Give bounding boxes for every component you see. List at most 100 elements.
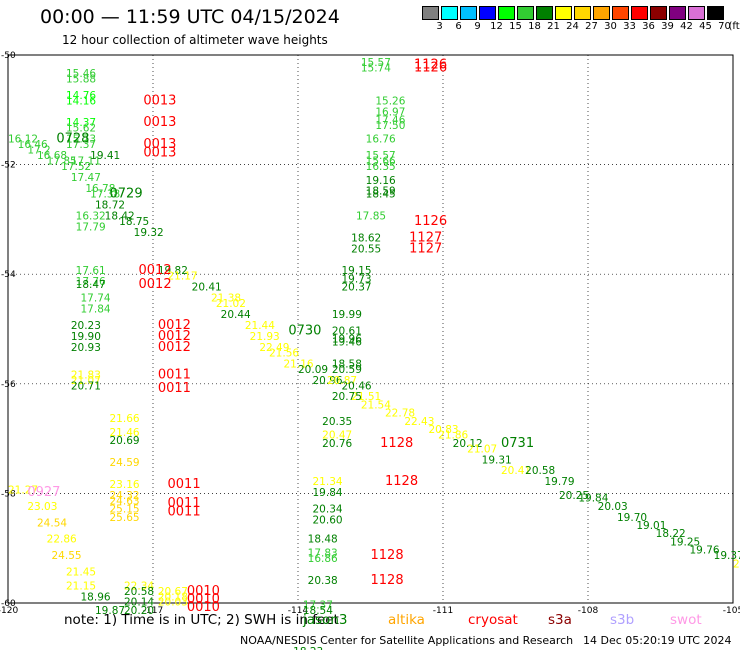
wave-height-label: 19.01 [636, 520, 666, 532]
pass-time-label: 1126 [414, 214, 447, 229]
legend-label: 27 [585, 21, 598, 32]
wave-height-label: 17.50 [375, 120, 405, 132]
wave-height-label: 20.34 [313, 504, 343, 516]
legend-label: 24 [566, 21, 579, 32]
wave-height-label: 19.76 [690, 545, 720, 557]
pass-time-label: 0011 [158, 381, 191, 396]
legend-label: 42 [680, 21, 693, 32]
wave-height-label: 20.37 [342, 282, 372, 294]
wave-height-label: 22.43 [404, 416, 434, 428]
wave-height-label: 19.90 [71, 331, 101, 343]
pass-time-label: 0730 [288, 323, 321, 338]
wave-height-label: 22.86 [47, 534, 77, 546]
wave-height-label: 19.70 [617, 512, 647, 524]
pass-time-label: 0011 [168, 504, 201, 519]
wave-height-label: 15.66 [366, 156, 396, 168]
y-tick-label: -58 [1, 489, 16, 499]
y-tick-label: -54 [1, 270, 16, 280]
wave-height-label: 24.59 [110, 457, 140, 469]
wave-height-label: 20.38 [308, 575, 338, 587]
map-subtitle: 12 hour collection of altimeter wave hei… [62, 33, 328, 47]
legend-label: 33 [623, 21, 636, 32]
pass-time-label: 0728 [56, 132, 89, 147]
wave-height-label: 17.46 [375, 115, 405, 127]
pass-time-label: 1126 [414, 58, 447, 73]
wave-height-label: 18.42 [105, 210, 135, 222]
x-tick-label: -120 [0, 606, 18, 616]
wave-height-label: 21.15 [66, 580, 96, 592]
y-tick-label: -50 [1, 51, 16, 61]
wave-height-label: 18.75 [119, 216, 149, 228]
y-tick-label: -56 [1, 380, 16, 390]
wave-height-label: 16.46 [18, 139, 48, 151]
wave-height-label: 14.37 [66, 117, 96, 129]
wave-height-label: 16.78 [85, 183, 115, 195]
wave-height-label: 19.84 [578, 493, 608, 505]
wave-height-label: 20.67 [158, 586, 188, 598]
wave-height-label: 19.84 [313, 487, 343, 499]
pass-time-label: 1126 [414, 60, 447, 75]
wave-height-label: 17.76 [76, 276, 106, 288]
pass-time-label: 0011 [158, 367, 191, 382]
legend-unit: (ft) [728, 21, 740, 32]
wave-height-label: 19.31 [482, 454, 512, 466]
wave-height-label: 19.16 [366, 175, 396, 187]
legend-label: 12 [490, 21, 503, 32]
legend-swatch [688, 6, 705, 20]
legend-swatch [517, 6, 534, 20]
wave-height-label: 17.74 [81, 293, 111, 305]
satellite-s3b: s3b [610, 612, 635, 628]
wave-height-label: 17.83 [308, 547, 338, 559]
wave-height-label: 20.59 [332, 364, 362, 376]
x-tick-label: -105 [723, 606, 740, 616]
pass-time-label: 1127 [409, 241, 442, 256]
wave-height-label: 15.62 [66, 123, 96, 135]
wave-height-label: 20.03 [158, 597, 188, 609]
wave-height-label: 20.20 [124, 605, 154, 617]
wave-height-label: 17.38 [90, 188, 120, 200]
wave-height-label: 17.85 [356, 210, 386, 222]
pass-time-label: 1128 [371, 573, 404, 588]
legend-label: 15 [509, 21, 522, 32]
wave-height-label: 20.75 [332, 391, 362, 403]
wave-height-label: 21.38 [211, 293, 241, 305]
wave-height-label: 22.34 [124, 580, 154, 592]
pass-time-label: 0010 [187, 600, 220, 615]
wave-height-label: 17.84 [81, 304, 111, 316]
wave-height-label: 21.07 [71, 375, 101, 387]
wave-height-label: 19.79 [545, 476, 575, 488]
wave-height-label: 18.62 [351, 232, 381, 244]
wave-height-label: 20.46 [342, 380, 372, 392]
x-tick-label: -108 [578, 606, 599, 616]
wave-height-label: 20.61 [332, 325, 362, 337]
wave-height-label: 20.76 [322, 438, 352, 450]
wave-height-label: 21.44 [245, 320, 275, 332]
wave-height-label: 20.35 [322, 416, 352, 428]
legend-swatch [536, 6, 553, 20]
footer-note: note: 1) Time is in UTC; 2) SWH is in fe… [64, 612, 339, 628]
pass-time-label: 0012 [158, 318, 191, 333]
pass-time-label: 0013 [143, 93, 176, 108]
wave-height-label: 20.18 [158, 591, 188, 603]
wave-height-label: 22.78 [385, 408, 415, 420]
pass-time-label: 1128 [385, 474, 418, 489]
wave-height-label: 15.57 [361, 57, 391, 69]
wave-height-label: 21.83 [71, 369, 101, 381]
wave-height-label: 16.97 [375, 106, 405, 118]
map-title: 00:00 — 11:59 UTC 04/15/2024 [40, 6, 340, 28]
legend-label: 70 [718, 21, 731, 32]
wave-height-label: 18.54 [303, 605, 333, 617]
wave-height-label: 18.59 [366, 186, 396, 198]
wave-height-label: 21.66 [110, 413, 140, 425]
legend-swatch [498, 6, 515, 20]
wave-height-label: 20.12 [453, 438, 483, 450]
wave-height-label: 21.17 [168, 271, 198, 283]
legend-swatch [574, 6, 591, 20]
wave-height-label: 15.57 [366, 150, 396, 162]
wave-height-label: 20.58 [124, 586, 154, 598]
wave-height-label: 19.96 [332, 334, 362, 346]
wave-height-label: 16.32 [76, 210, 106, 222]
legend-label: 21 [547, 21, 560, 32]
wave-height-label: 20.47 [322, 430, 352, 442]
